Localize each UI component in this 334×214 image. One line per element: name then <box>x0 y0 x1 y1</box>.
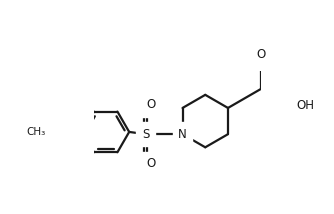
Text: O: O <box>257 48 266 61</box>
Text: OH: OH <box>296 99 314 112</box>
Text: N: N <box>178 128 187 141</box>
Text: S: S <box>142 128 149 141</box>
Text: O: O <box>146 157 156 170</box>
Text: O: O <box>146 98 156 111</box>
Text: CH₃: CH₃ <box>27 127 46 137</box>
